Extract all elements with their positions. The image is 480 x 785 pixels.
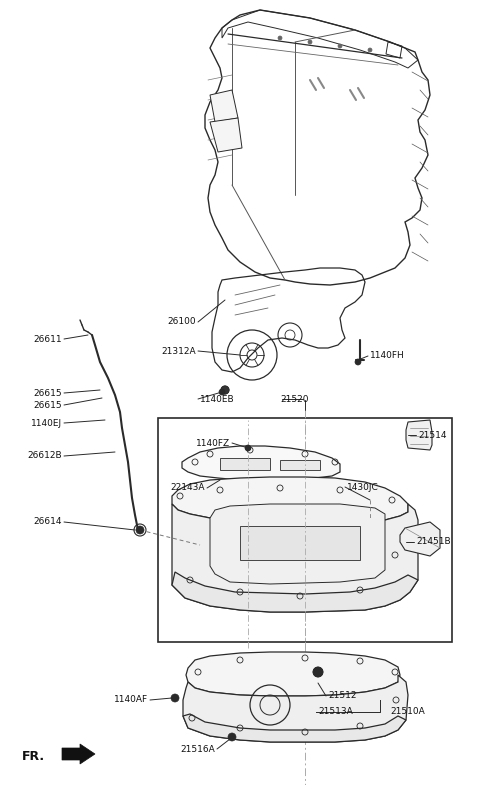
Text: 26614: 26614 — [34, 517, 62, 527]
Text: 21510A: 21510A — [390, 707, 425, 717]
Text: 21514: 21514 — [418, 430, 446, 440]
Polygon shape — [280, 460, 320, 470]
Polygon shape — [62, 744, 95, 764]
Text: 21312A: 21312A — [161, 346, 196, 356]
Polygon shape — [220, 458, 270, 470]
Text: 26100: 26100 — [168, 317, 196, 327]
Text: 22143A: 22143A — [170, 484, 205, 492]
Circle shape — [245, 445, 251, 451]
Polygon shape — [406, 420, 432, 450]
Text: 21512: 21512 — [328, 692, 357, 700]
Text: 1430JC: 1430JC — [347, 483, 379, 491]
Circle shape — [278, 36, 282, 40]
Circle shape — [171, 694, 179, 702]
Polygon shape — [210, 118, 242, 152]
Text: 26615: 26615 — [34, 400, 62, 410]
Circle shape — [355, 359, 361, 365]
Text: 1140EJ: 1140EJ — [31, 418, 62, 428]
Polygon shape — [172, 572, 418, 612]
Circle shape — [338, 44, 342, 48]
Polygon shape — [210, 504, 385, 584]
Text: 21451B: 21451B — [416, 538, 451, 546]
Circle shape — [219, 389, 225, 395]
Circle shape — [245, 446, 251, 451]
Text: 1140AF: 1140AF — [114, 696, 148, 704]
Circle shape — [308, 40, 312, 44]
Circle shape — [313, 667, 323, 677]
Text: 1140EB: 1140EB — [200, 395, 235, 403]
Bar — [158, 418, 452, 642]
Polygon shape — [183, 714, 406, 742]
Polygon shape — [400, 522, 440, 556]
Circle shape — [313, 667, 323, 677]
Text: 26611: 26611 — [34, 334, 62, 344]
Circle shape — [228, 733, 236, 741]
Circle shape — [136, 526, 144, 534]
Polygon shape — [240, 526, 360, 560]
Polygon shape — [183, 675, 408, 742]
Text: 21513A: 21513A — [318, 707, 353, 717]
Circle shape — [368, 48, 372, 52]
Polygon shape — [172, 504, 418, 612]
Polygon shape — [210, 90, 238, 122]
Text: 26615: 26615 — [34, 389, 62, 397]
Text: FR.: FR. — [22, 750, 45, 764]
Circle shape — [221, 386, 229, 394]
Text: 21516A: 21516A — [180, 744, 215, 754]
Text: 21520: 21520 — [280, 395, 309, 403]
Polygon shape — [172, 477, 408, 522]
Polygon shape — [182, 446, 340, 480]
Text: 1140FH: 1140FH — [370, 352, 405, 360]
Text: 26612B: 26612B — [27, 451, 62, 461]
Polygon shape — [186, 652, 400, 696]
Text: 1140FZ: 1140FZ — [196, 439, 230, 447]
